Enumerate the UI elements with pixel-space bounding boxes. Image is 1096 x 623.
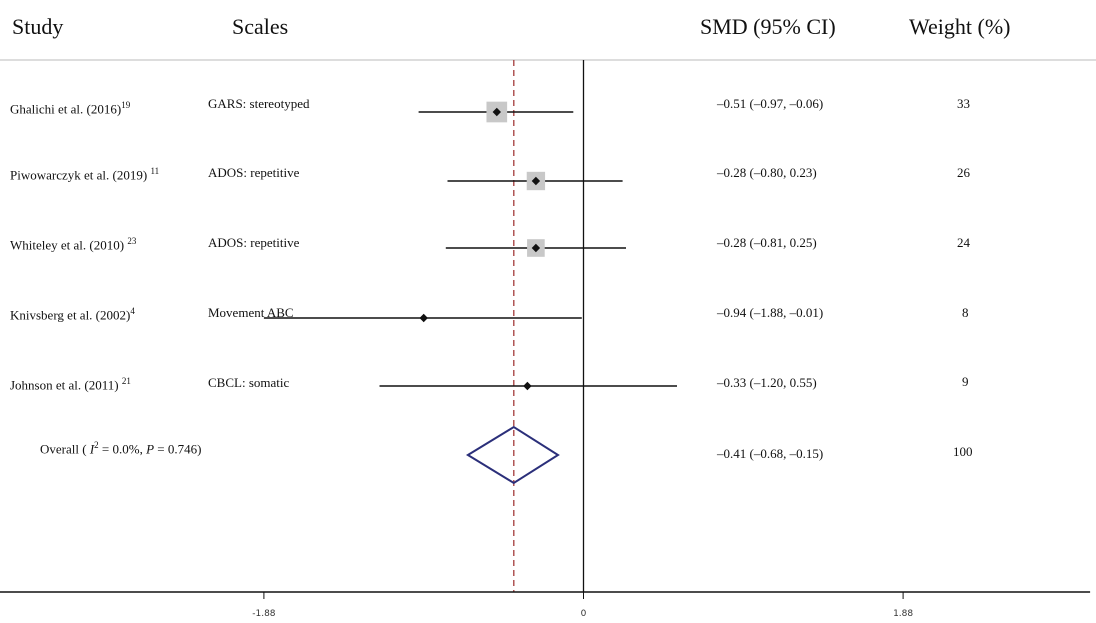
weight-label: 24 bbox=[957, 235, 970, 250]
scale-label: Movement ABC bbox=[208, 305, 294, 320]
overall-label: Overall ( I2 = 0.0%, P = 0.746) bbox=[40, 440, 202, 457]
point-estimate bbox=[531, 176, 541, 186]
scale-label: GARS: stereotyped bbox=[208, 96, 310, 111]
header-weight: Weight (%) bbox=[909, 14, 1011, 39]
ci-label: –0.51 (–0.97, –0.06) bbox=[717, 96, 824, 111]
overall-ci-label: –0.41 (–0.68, –0.15) bbox=[717, 446, 824, 461]
x-tick-label: 1.88 bbox=[893, 609, 913, 619]
ci-label: –0.28 (–0.80, 0.23) bbox=[717, 165, 817, 180]
header-smd: SMD (95% CI) bbox=[700, 14, 836, 39]
overall-weight-label: 100 bbox=[953, 444, 973, 459]
study-label: Ghalichi et al. (2016)19 bbox=[10, 100, 131, 117]
weight-label: 8 bbox=[962, 305, 969, 320]
study-label: Knivsberg et al. (2002)4 bbox=[10, 306, 135, 323]
weight-label: 9 bbox=[962, 374, 969, 389]
scale-label: ADOS: repetitive bbox=[208, 235, 300, 250]
scale-label: CBCL: somatic bbox=[208, 375, 290, 390]
ci-label: –0.94 (–1.88, –0.01) bbox=[717, 305, 824, 320]
header-scales: Scales bbox=[232, 14, 289, 39]
study-label: Whiteley et al. (2010) 23 bbox=[10, 236, 137, 253]
ci-label: –0.33 (–1.20, 0.55) bbox=[717, 375, 817, 390]
scale-label: ADOS: repetitive bbox=[208, 165, 300, 180]
weight-label: 26 bbox=[957, 165, 970, 180]
ci-label: –0.28 (–0.81, 0.25) bbox=[717, 235, 817, 250]
header-study: Study bbox=[12, 14, 64, 39]
weight-label: 33 bbox=[957, 96, 970, 111]
point-estimate bbox=[531, 243, 541, 253]
study-label: Johnson et al. (2011) 21 bbox=[10, 376, 131, 393]
overall-diamond bbox=[465, 425, 560, 485]
x-tick-label: 0 bbox=[581, 609, 587, 619]
study-label: Piwowarczyk et al. (2019) 11 bbox=[10, 166, 160, 183]
point-estimate bbox=[419, 313, 428, 323]
x-tick-label: -1.88 bbox=[252, 609, 276, 619]
point-estimate bbox=[492, 107, 501, 117]
point-estimate bbox=[523, 381, 532, 391]
